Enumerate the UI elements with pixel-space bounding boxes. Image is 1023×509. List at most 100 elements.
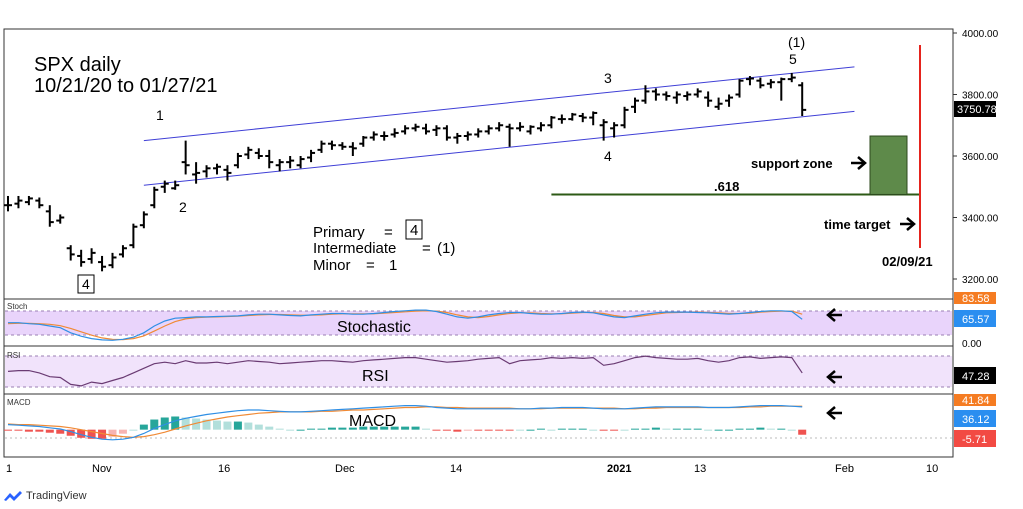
- macd-hist-bar: [589, 429, 598, 431]
- wave-label-5: 5: [789, 51, 797, 67]
- stoch-pane-title: Stoch: [7, 302, 27, 311]
- macd-hist-bar: [369, 426, 378, 430]
- macd-hist-bar: [192, 418, 201, 430]
- stoch-k-line: [8, 309, 803, 341]
- macd-hist-bar: [307, 428, 316, 430]
- ohlc-bar: [296, 156, 305, 169]
- macd-histogram: [4, 416, 807, 439]
- fib-support-zone: [551, 45, 921, 248]
- fib-label: .618: [714, 179, 739, 194]
- macd-hist-bar: [265, 426, 274, 430]
- macd-hist-bar: [714, 429, 723, 431]
- support-zone-label: support zone: [751, 156, 833, 171]
- macd-label: MACD: [349, 413, 396, 430]
- macd-hist-bar: [411, 426, 420, 430]
- watermark-text: TradingView: [26, 490, 87, 502]
- time-axis-label: 10: [926, 463, 938, 475]
- ohlc-bar: [108, 252, 117, 269]
- ohlc-bar: [683, 91, 692, 101]
- macd-top-tag: 41.84: [962, 395, 990, 407]
- ohlc-bar: [286, 156, 295, 169]
- macd-hist-bar: [745, 428, 754, 430]
- stoch-arrow: [826, 308, 842, 322]
- macd-hist-bar: [651, 427, 660, 430]
- macd-hist-bar: [568, 428, 577, 430]
- macd-hist-bar: [296, 429, 305, 431]
- rsi-value-tag-bg: [954, 367, 996, 384]
- ohlc-bar: [401, 125, 410, 135]
- macd-hist-bar: [463, 429, 472, 431]
- ohlc-bar: [338, 142, 347, 150]
- time-axis-label: 2021: [607, 463, 631, 475]
- macd-hist-bar: [442, 429, 451, 431]
- ohlc-bar: [35, 197, 44, 209]
- ohlc-bar: [390, 128, 399, 138]
- time-axis-label: 16: [218, 463, 230, 475]
- macd-hist-bar: [118, 429, 127, 434]
- time-axis-label: 1: [6, 463, 12, 475]
- ohlc-bar: [495, 122, 504, 132]
- macd-hist-bar: [474, 429, 483, 431]
- macd-top-tag-bg: [954, 394, 996, 406]
- ohlc-bar: [24, 195, 33, 206]
- price-tick-label: 4000.00: [962, 29, 999, 40]
- macd-hist-bar: [108, 429, 117, 437]
- tradingview-watermark: TradingView: [4, 490, 87, 502]
- ohlc-bar: [735, 79, 744, 98]
- ohlc-bar: [599, 119, 608, 141]
- legend-intermediate-value: (1): [437, 240, 455, 257]
- ohlc-bar: [348, 142, 357, 156]
- macd-hist-bar: [798, 429, 807, 435]
- time-axis-label: Nov: [92, 463, 112, 475]
- ohlc-bar: [714, 97, 723, 110]
- macd-hist-bar: [286, 429, 295, 431]
- stoch-top-tag: 83.58: [962, 293, 990, 305]
- ohlc-bar: [160, 180, 169, 193]
- macd-hist-bar: [756, 427, 765, 430]
- ohlc-bar: [516, 122, 525, 132]
- time-target-arrow: [900, 217, 916, 231]
- wave-labels: 1 2 3 4 5 (1) 4: [77, 34, 805, 294]
- macd-hist-bar: [641, 428, 650, 430]
- ohlc-bar: [98, 255, 107, 272]
- macd-hist-bar: [359, 426, 368, 430]
- last-price-tag-bg: [954, 101, 996, 117]
- macd-hist-bar: [98, 429, 107, 439]
- ohlc-bar: [317, 140, 326, 153]
- ohlc-bar: [244, 146, 253, 160]
- ohlc-bar: [171, 180, 180, 190]
- rsi-value-tag: 47.28: [962, 371, 990, 383]
- rsi-pane-title: RSI: [7, 351, 20, 360]
- axis-value-tags: 3750.78 83.58 65.57 0.00 47.28 41.84 36.…: [954, 101, 997, 447]
- time-axis-label: 14: [450, 463, 462, 475]
- price-tick-label: 3800.00: [962, 91, 999, 102]
- legend-minor-value: 1: [389, 257, 397, 274]
- ohlc-bar: [756, 77, 765, 89]
- stoch-label: Stochastic: [337, 319, 411, 336]
- macd-hist-bar: [150, 419, 159, 430]
- macd-hist-bar: [14, 429, 23, 431]
- macd-hist-bar: [599, 429, 608, 431]
- macd-hist-bar: [233, 421, 242, 430]
- wave-label-2: 2: [179, 199, 187, 215]
- ohlc-bar: [568, 112, 577, 121]
- macd-hist-bar: [557, 428, 566, 430]
- macd-hist-bar: [631, 428, 639, 430]
- macd-hist-bar: [777, 428, 786, 430]
- macd-hist-bar: [536, 428, 545, 430]
- ohlc-bar: [474, 128, 483, 138]
- time-axis-label: Feb: [835, 463, 854, 475]
- target-date-label: 02/09/21: [882, 254, 933, 269]
- legend-primary-eq: =: [384, 224, 393, 241]
- ohlc-bar: [129, 223, 138, 249]
- rsi-label: RSI: [362, 368, 389, 385]
- ohlc-bar: [631, 97, 639, 113]
- macd-hist-bar: [254, 424, 263, 430]
- ohlc-bar: [725, 94, 734, 107]
- macd-hist-bar: [704, 429, 713, 431]
- time-axis-label: 13: [694, 463, 706, 475]
- ohlc-bar: [369, 131, 378, 141]
- macd-hist-bar: [66, 429, 75, 436]
- macd-hist-bar: [516, 429, 525, 431]
